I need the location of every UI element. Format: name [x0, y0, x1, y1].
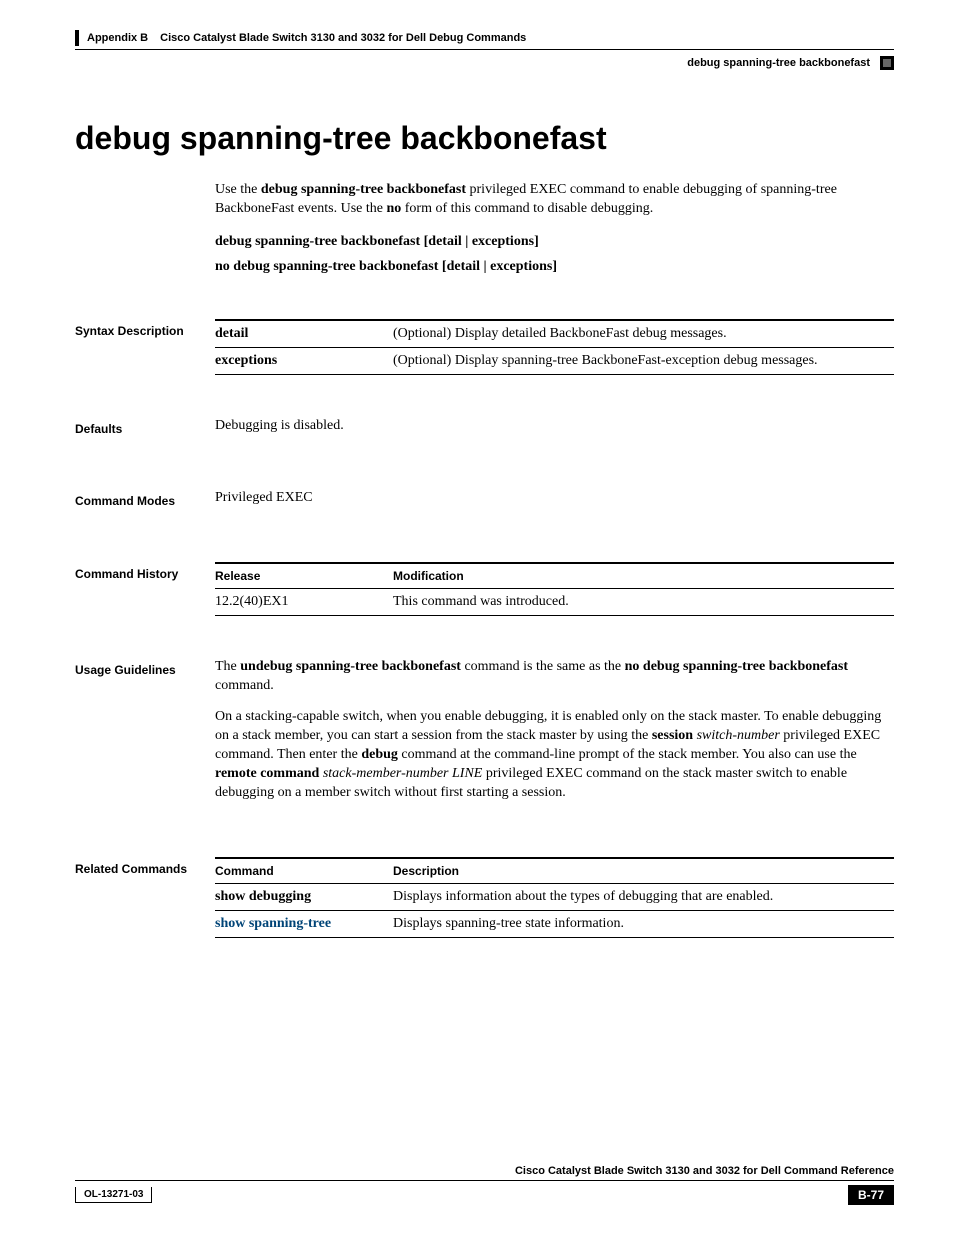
- table-header: Description: [393, 858, 894, 884]
- usage-p1: The undebug spanning-tree backbonefast c…: [215, 658, 894, 696]
- table-cell: show spanning-tree: [215, 910, 393, 937]
- header-bar-icon: [75, 30, 79, 46]
- table-cell: (Optional) Display spanning-tree Backbon…: [393, 347, 894, 374]
- command-history-table: Release Modification 12.2(40)EX1 This co…: [215, 562, 894, 616]
- syntax-line-2: no debug spanning-tree backbonefast [det…: [215, 258, 894, 277]
- footer-page-number: B-77: [848, 1185, 894, 1205]
- table-cell: exceptions: [215, 347, 393, 374]
- sub-header-text: debug spanning-tree backbonefast: [687, 57, 870, 69]
- footer-book-title: Cisco Catalyst Blade Switch 3130 and 303…: [75, 1165, 894, 1181]
- footer-doc-id: OL-13271-03: [75, 1187, 152, 1203]
- running-header: Appendix B Cisco Catalyst Blade Switch 3…: [75, 30, 894, 46]
- syntax-description-section: Syntax Description detail (Optional) Dis…: [75, 319, 894, 375]
- command-modes-section: Command Modes Privileged EXEC: [75, 489, 894, 520]
- command-history-label: Command History: [75, 562, 215, 581]
- table-header: Modification: [393, 563, 894, 589]
- usage-guidelines-section: Usage Guidelines The undebug spanning-tr…: [75, 658, 894, 814]
- syntax-description-label: Syntax Description: [75, 319, 215, 338]
- syntax-line-1: debug spanning-tree backbonefast [detail…: [215, 233, 894, 252]
- header-appendix: Appendix B: [87, 32, 148, 44]
- defaults-section: Defaults Debugging is disabled.: [75, 417, 894, 448]
- command-history-section: Command History Release Modification 12.…: [75, 562, 894, 616]
- table-cell: detail: [215, 320, 393, 348]
- related-commands-table: Command Description show debugging Displ…: [215, 857, 894, 938]
- defaults-label: Defaults: [75, 417, 215, 436]
- usage-guidelines-label: Usage Guidelines: [75, 658, 215, 677]
- syntax-block: debug spanning-tree backbonefast [detail…: [215, 233, 894, 277]
- page: Appendix B Cisco Catalyst Blade Switch 3…: [0, 0, 954, 1235]
- command-modes-text: Privileged EXEC: [215, 489, 894, 508]
- table-cell: 12.2(40)EX1: [215, 589, 393, 616]
- table-header: Release: [215, 563, 393, 589]
- header-title: Cisco Catalyst Blade Switch 3130 and 303…: [160, 32, 526, 44]
- section-marker-icon: [880, 56, 894, 70]
- command-modes-label: Command Modes: [75, 489, 215, 508]
- table-cell: This command was introduced.: [393, 589, 894, 616]
- intro-block: Use the debug spanning-tree backbonefast…: [215, 181, 894, 277]
- sub-header: debug spanning-tree backbonefast: [75, 56, 894, 70]
- intro-paragraph: Use the debug spanning-tree backbonefast…: [215, 181, 894, 219]
- page-title: debug spanning-tree backbonefast: [75, 120, 894, 157]
- defaults-text: Debugging is disabled.: [215, 417, 894, 436]
- table-cell: Displays spanning-tree state information…: [393, 910, 894, 937]
- footer: Cisco Catalyst Blade Switch 3130 and 303…: [75, 1165, 894, 1205]
- show-spanning-tree-link[interactable]: show spanning-tree: [215, 916, 331, 931]
- syntax-description-table: detail (Optional) Display detailed Backb…: [215, 319, 894, 375]
- table-cell: (Optional) Display detailed BackboneFast…: [393, 320, 894, 348]
- table-header: Command: [215, 858, 393, 884]
- header-rule: [75, 49, 894, 50]
- related-commands-section: Related Commands Command Description sho…: [75, 857, 894, 938]
- table-cell: Displays information about the types of …: [393, 883, 894, 910]
- related-commands-label: Related Commands: [75, 857, 215, 876]
- table-cell: show debugging: [215, 883, 393, 910]
- usage-p2: On a stacking-capable switch, when you e…: [215, 708, 894, 802]
